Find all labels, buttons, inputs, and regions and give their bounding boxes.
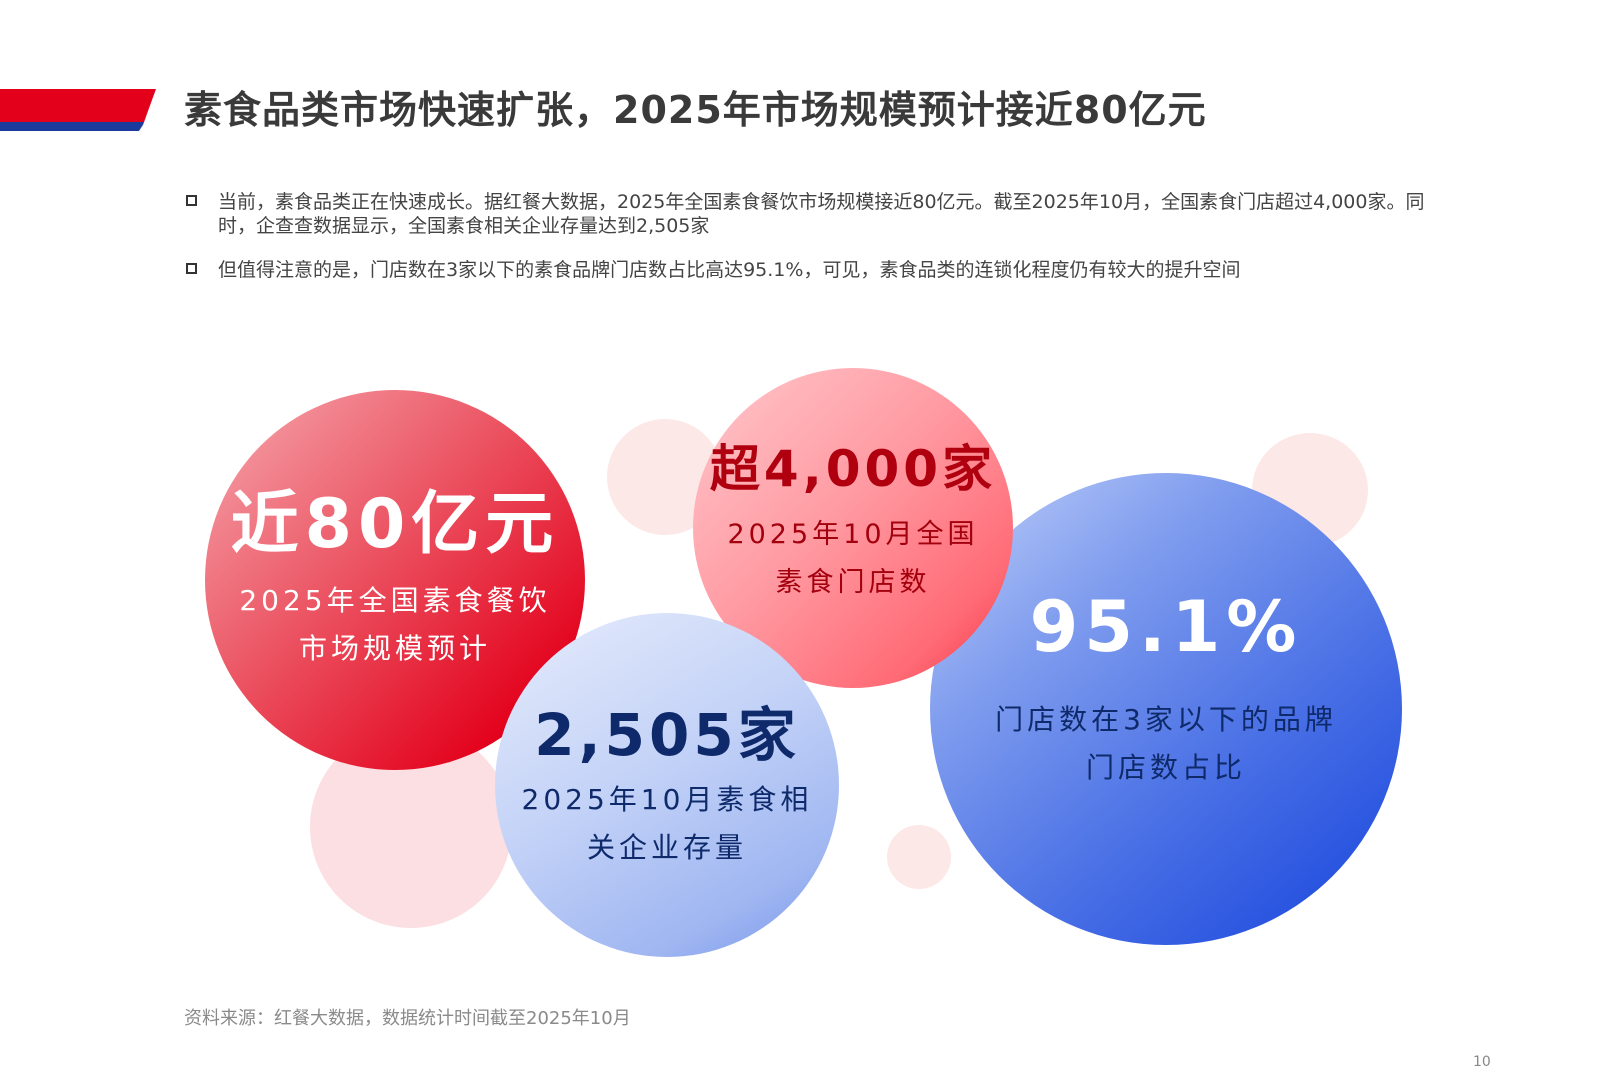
bullet-item: 但值得注意的是，门店数在3家以下的素食品牌门店数占比高达95.1%，可见，素食品… (184, 258, 1454, 282)
stat-label: 市场规模预计 (298, 631, 491, 665)
stat-label: 关企业存量 (586, 831, 747, 864)
square-bullet-icon (186, 195, 197, 206)
page-number: 10 (1473, 1054, 1491, 1070)
bullet-item: 当前，素食品类正在快速成长。据红餐大数据，2025年全国素食餐饮市场规模接近80… (184, 190, 1454, 238)
stat-label: 2025年10月全国 (727, 519, 979, 550)
page-title: 素食品类市场快速扩张，2025年市场规模预计接近80亿元 (184, 88, 1207, 132)
square-bullet-icon (186, 263, 197, 274)
stat-label: 2025年10月素食相 (521, 783, 813, 816)
decorative-circle (887, 825, 951, 889)
stat-value: 2,505家 (534, 701, 800, 769)
stat-label: 门店数在3家以下的品牌 (995, 703, 1337, 736)
bullet-text: 但值得注意的是，门店数在3家以下的素食品牌门店数占比高达95.1%，可见，素食品… (218, 259, 1241, 281)
bullet-text: 当前，素食品类正在快速成长。据红餐大数据，2025年全国素食餐饮市场规模接近80… (218, 191, 1425, 237)
bullet-list: 当前，素食品类正在快速成长。据红餐大数据，2025年全国素食餐饮市场规模接近80… (184, 190, 1454, 302)
stat-circle-enterprise-count: 2,505家 2025年10月素食相 关企业存量 (495, 613, 839, 957)
source-footnote: 资料来源：红餐大数据，数据统计时间截至2025年10月 (184, 1008, 631, 1029)
stat-label: 素食门店数 (775, 567, 931, 598)
stat-label: 门店数占比 (1085, 751, 1246, 784)
stat-circle-store-count: 超4,000家 2025年10月全国 素食门店数 (693, 368, 1013, 688)
stat-value: 近80亿元 (230, 484, 560, 564)
stat-label: 2025年全国素食餐饮 (239, 583, 551, 617)
stat-value: 超4,000家 (709, 440, 997, 498)
logo-stripe (0, 89, 156, 131)
stat-value: 95.1% (1029, 586, 1303, 668)
